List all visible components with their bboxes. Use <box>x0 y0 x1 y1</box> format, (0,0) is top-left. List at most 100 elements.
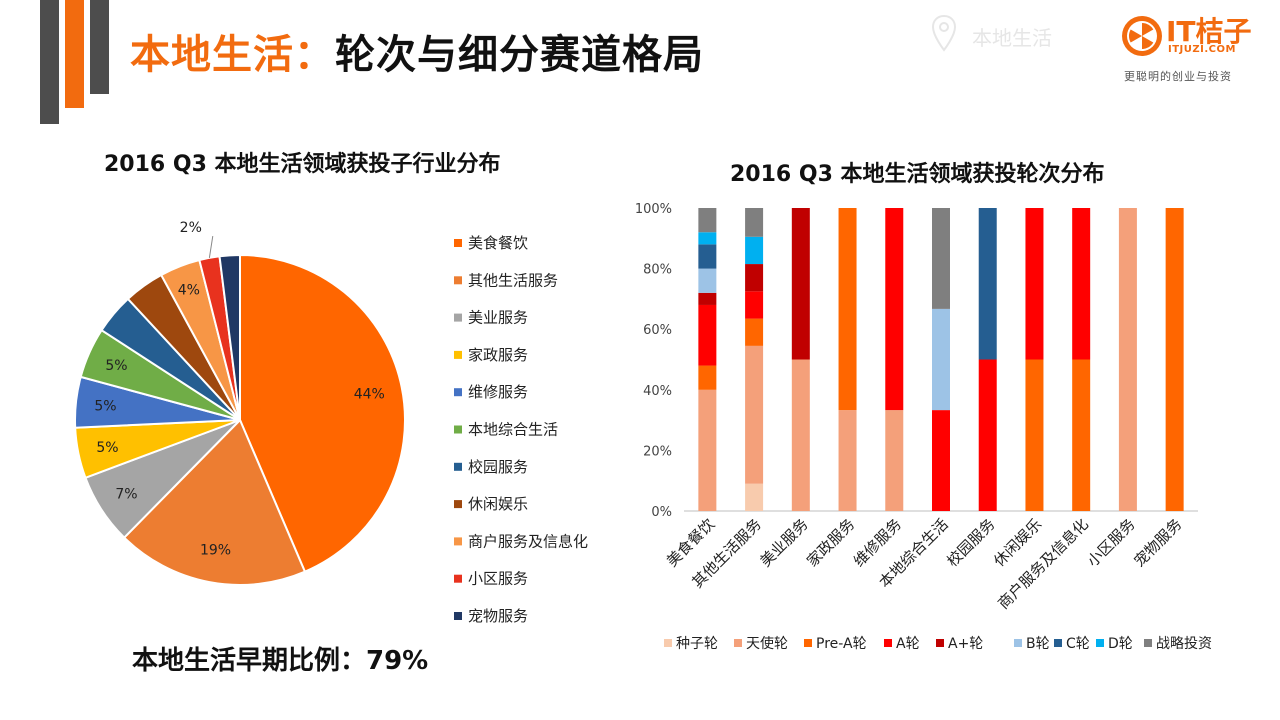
pie-legend-swatch <box>454 574 462 583</box>
pie-slice-1 <box>239 253 406 574</box>
x-category-label: 小区服务 <box>1084 515 1139 570</box>
pie-legend-swatch <box>454 462 462 471</box>
pie-data-label: 5% <box>96 440 118 456</box>
bar-legend-swatch <box>1144 639 1152 647</box>
bar-segment <box>745 345 764 484</box>
pie-slice-2 <box>122 418 307 586</box>
page-title-rest: 轮次与细分赛道格局 <box>335 32 704 78</box>
bar-segment <box>1025 359 1044 511</box>
pie-data-label: 5% <box>105 358 127 374</box>
bar-segment <box>698 268 717 293</box>
pie-data-label: 4% <box>178 282 200 298</box>
bar-legend-label: C轮 <box>1066 636 1090 652</box>
pie-chart: 44% 19% 7% 5% 5% 5% 4% 2% 美食餐饮其他生活服务美业服务家政服务维修服务… <box>74 220 588 625</box>
logo-subtext: ITJUZI.COM <box>1168 44 1236 55</box>
pie-slice-11 <box>218 253 241 421</box>
bar-segment <box>745 318 764 346</box>
bar-segment <box>932 208 950 309</box>
bar-legend-label: 战略投资 <box>1156 636 1212 652</box>
y-tick-label: 60% <box>643 323 672 338</box>
pie-legend-swatch <box>454 313 462 322</box>
bar-segment <box>932 308 950 411</box>
logo-slogan: 更聪明的创业与投资 <box>1124 70 1232 83</box>
pie-legend-label: 商户服务及信息化 <box>468 532 588 550</box>
bar-segment <box>745 291 764 319</box>
bar-segment <box>698 389 717 511</box>
pie-legend-label: 宠物服务 <box>468 607 528 625</box>
pie-data-label: 5% <box>94 398 116 414</box>
page-title: 本地生活：轮次与细分赛道格局 <box>130 22 704 80</box>
bar-legend-label: D轮 <box>1108 636 1133 652</box>
bar-legend-label: 种子轮 <box>676 636 718 652</box>
pie-chart-title: 2016 Q3 本地生活领域获投子行业分布 <box>104 152 501 177</box>
y-tick-label: 100% <box>635 202 672 217</box>
bar-legend-swatch <box>804 639 812 647</box>
bar-segment <box>698 232 717 245</box>
y-tick-label: 40% <box>643 384 672 399</box>
pie-leader-line <box>208 236 214 258</box>
x-category-label: 美业服务 <box>756 515 811 570</box>
pie-legend-label: 本地综合生活 <box>468 421 558 439</box>
pie-legend-label: 小区服务 <box>468 570 528 588</box>
pie-legend-label: 美业服务 <box>468 309 528 327</box>
x-category-label: 家政服务 <box>803 515 858 570</box>
bar-segment <box>791 359 810 511</box>
y-tick-label: 0% <box>651 505 672 520</box>
bar-segment <box>885 208 904 411</box>
location-pin-icon <box>931 14 957 52</box>
bar-legend-label: 天使轮 <box>746 635 788 652</box>
bar-segment <box>745 236 764 265</box>
pie-data-label: 44% <box>354 386 385 402</box>
early-stage-ratio: 本地生活早期比例：79% <box>132 646 429 676</box>
bar-segment <box>698 244 717 269</box>
header-decoration-dark-1 <box>40 0 59 124</box>
pie-data-label: 19% <box>200 543 231 559</box>
pie-legend-label: 休闲娱乐 <box>468 495 528 513</box>
bar-segment <box>698 292 717 305</box>
bar-segment <box>932 410 950 511</box>
bar-segment <box>1072 208 1091 360</box>
pie-legend-swatch <box>454 350 462 359</box>
orange-logo-icon <box>1122 16 1162 56</box>
bar-segment <box>1072 359 1091 511</box>
pie-legend-swatch <box>454 425 462 434</box>
pie-legend-label: 家政服务 <box>468 346 528 364</box>
bar-legend-label: A+轮 <box>948 636 983 652</box>
bar-segment <box>698 304 717 366</box>
bar-chart-title: 2016 Q3 本地生活领域获投轮次分布 <box>730 162 1105 187</box>
location-label: 本地生活 <box>972 26 1052 50</box>
pie-legend-swatch <box>454 612 462 620</box>
bar-legend-swatch <box>936 639 944 647</box>
pie-legend-swatch <box>454 500 462 509</box>
bar-segment <box>745 483 764 511</box>
bar-segment <box>791 208 810 360</box>
bar-segment <box>885 410 904 511</box>
bar-legend-swatch <box>1054 639 1062 647</box>
pie-legend-label: 其他生活服务 <box>468 271 558 289</box>
x-category-label: 校园服务 <box>943 515 998 570</box>
bar-segment <box>838 208 857 411</box>
bar-legend-swatch <box>664 639 672 647</box>
pie-legend-label: 维修服务 <box>468 383 528 401</box>
logo-text: IT桔子 <box>1166 15 1252 48</box>
bar-segment <box>978 208 997 360</box>
pie-legend-swatch <box>454 388 462 397</box>
y-tick-label: 20% <box>643 444 672 459</box>
x-category-label: 宠物服务 <box>1130 515 1185 570</box>
pie-legend-label: 校园服务 <box>468 458 528 476</box>
bar-segment <box>698 365 717 390</box>
stacked-bar-chart: 0%20%40%60%80%100%美食餐饮其他生活服务美业服务家政服务维修服务… <box>635 202 1212 652</box>
pie-legend-swatch <box>454 239 462 247</box>
pie-legend-swatch <box>454 537 462 546</box>
bar-segment <box>698 208 717 233</box>
bar-segment <box>1165 208 1184 511</box>
pie-legend-swatch <box>454 276 462 285</box>
header-decoration-orange <box>65 0 84 108</box>
bar-segment <box>1118 208 1137 511</box>
bar-segment <box>1025 208 1044 360</box>
bar-legend-label: A轮 <box>896 636 920 652</box>
bar-legend-swatch <box>1014 639 1022 647</box>
bar-segment <box>745 264 764 292</box>
header-decoration-dark-2 <box>90 0 109 94</box>
bar-legend-label: B轮 <box>1026 636 1050 652</box>
